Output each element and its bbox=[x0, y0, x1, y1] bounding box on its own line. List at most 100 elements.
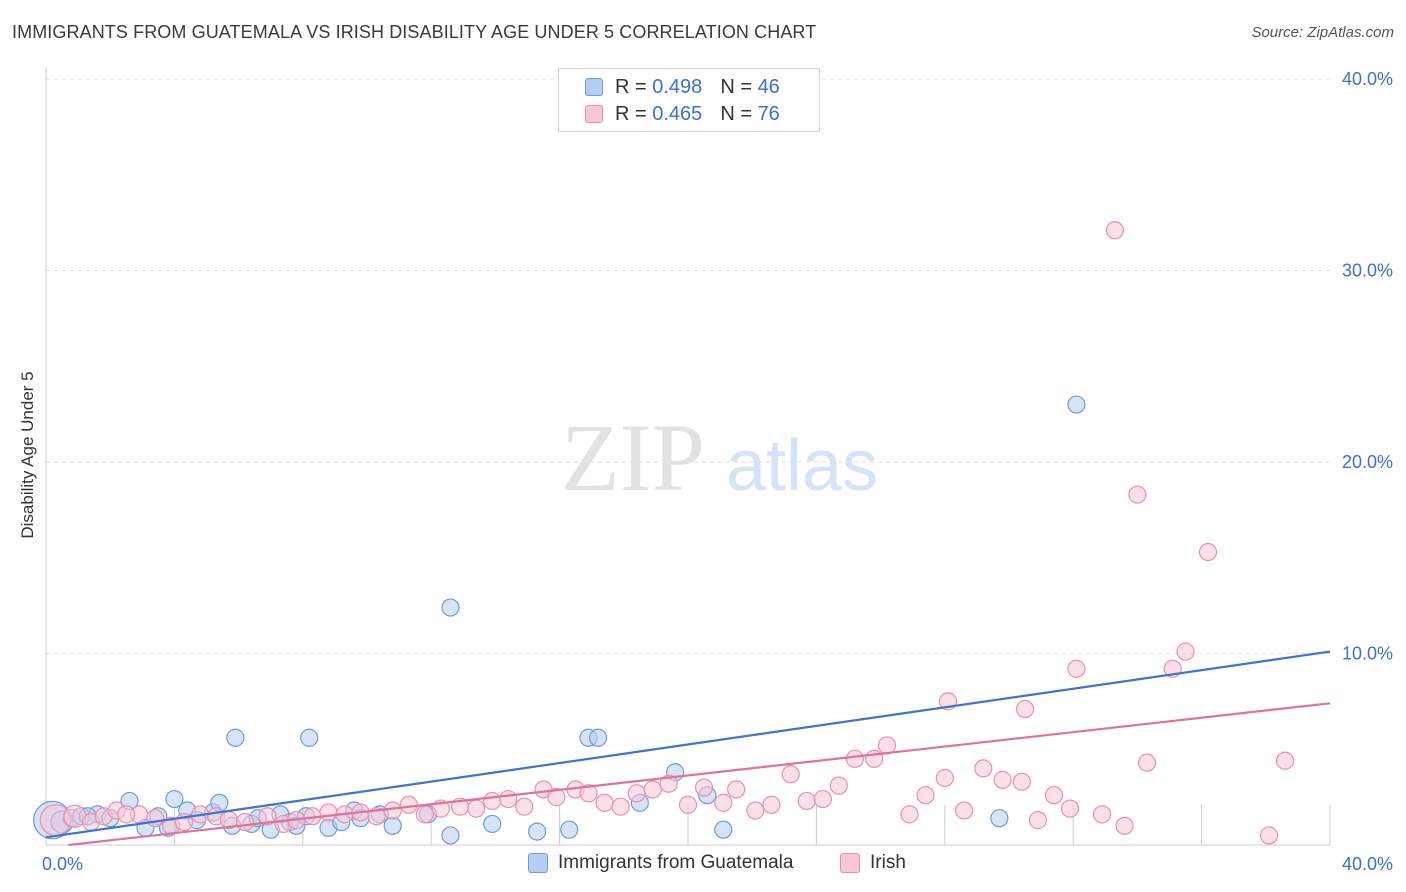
watermark: ZIP atlas bbox=[561, 404, 878, 511]
data-point-pink bbox=[415, 805, 434, 824]
legend-row-guatemala: R = 0.498 N = 46 bbox=[585, 74, 780, 100]
data-point-pink bbox=[579, 784, 598, 803]
data-point-pink bbox=[829, 776, 848, 795]
data-point-blue bbox=[165, 789, 184, 809]
data-point-pink bbox=[762, 795, 781, 814]
data-point-blue bbox=[226, 728, 245, 747]
x-tick-label-min: 0.0% bbox=[42, 854, 83, 874]
data-point-pink bbox=[781, 765, 800, 784]
bottom-legend-swatch-pink bbox=[840, 853, 860, 873]
data-point-pink bbox=[146, 809, 165, 828]
data-point-blue bbox=[441, 598, 460, 617]
legend-swatch-pink bbox=[585, 105, 603, 123]
data-point-pink bbox=[727, 780, 746, 799]
watermark-zip: ZIP bbox=[561, 404, 705, 511]
data-point-pink bbox=[483, 791, 502, 811]
data-point-pink bbox=[1015, 699, 1035, 719]
data-point-pink bbox=[954, 801, 974, 820]
bottom-legend-swatch-blue bbox=[528, 853, 548, 873]
x-tick-label-max: 40.0% bbox=[1342, 854, 1393, 874]
legend-r-value: 0.465 bbox=[652, 102, 703, 125]
data-point-pink bbox=[1176, 642, 1195, 661]
data-point-pink bbox=[1115, 816, 1134, 835]
tick-layer: 10.0% 20.0% 30.0% 40.0% 0.0% 40.0% bbox=[42, 69, 1393, 874]
data-point-pink bbox=[714, 793, 733, 812]
legend-r-label: R = bbox=[615, 75, 647, 98]
source-label: Source: ZipAtlas.com bbox=[1251, 24, 1394, 41]
data-point-blue bbox=[483, 814, 502, 834]
trend-line-pink bbox=[68, 702, 1331, 847]
data-point-blue bbox=[528, 822, 547, 841]
data-point-blue bbox=[589, 728, 608, 747]
bottom-legend-guatemala: Immigrants from Guatemala bbox=[528, 852, 793, 874]
legend: R = 0.498 N = 46 R = 0.465 N = 76 bbox=[558, 68, 820, 132]
data-point-pink bbox=[1092, 805, 1112, 824]
y-tick-label: 10.0% bbox=[1342, 644, 1393, 664]
data-point-pink bbox=[611, 797, 630, 816]
legend-r-value: 0.498 bbox=[652, 75, 703, 98]
data-point-pink bbox=[1060, 799, 1080, 818]
data-point-pink bbox=[117, 805, 136, 824]
data-point-pink bbox=[1275, 751, 1295, 770]
y-tick-label: 30.0% bbox=[1342, 261, 1393, 281]
data-point-pink bbox=[900, 805, 919, 824]
y-tick-label: 20.0% bbox=[1342, 452, 1393, 472]
data-point-pink bbox=[916, 786, 935, 805]
data-point-blue bbox=[300, 728, 319, 747]
bottom-legend-label-irish: Irish bbox=[870, 852, 906, 873]
legend-row-irish: R = 0.465 N = 76 bbox=[585, 101, 780, 127]
chart-title: IMMIGRANTS FROM GUATEMALA VS IRISH DISAB… bbox=[12, 22, 817, 42]
bottom-legend-irish: Irish bbox=[840, 852, 906, 874]
data-point-pink bbox=[627, 784, 646, 803]
data-point-pink bbox=[746, 801, 765, 820]
data-point-pink bbox=[235, 812, 255, 832]
data-point-pink bbox=[813, 789, 832, 809]
data-point-blue bbox=[441, 826, 460, 845]
legend-n-value: 46 bbox=[757, 75, 780, 98]
data-point-blue bbox=[990, 809, 1009, 828]
data-point-pink bbox=[1137, 753, 1157, 772]
data-point-pink bbox=[499, 789, 518, 809]
data-point-pink bbox=[467, 799, 486, 818]
data-point-pink bbox=[319, 803, 338, 822]
trend-layer bbox=[45, 650, 1331, 847]
data-point-pink bbox=[515, 797, 534, 816]
data-point-blue bbox=[560, 820, 579, 839]
data-point-pink bbox=[1028, 811, 1047, 830]
data-point-pink bbox=[659, 774, 678, 793]
data-point-pink bbox=[1198, 542, 1218, 562]
legend-swatch-blue bbox=[585, 78, 603, 96]
data-point-pink bbox=[595, 793, 614, 812]
data-point-pink bbox=[1012, 772, 1031, 791]
data-point-pink bbox=[383, 801, 402, 820]
trend-line-blue bbox=[45, 650, 1331, 839]
data-point-pink bbox=[1259, 826, 1279, 845]
data-point-pink bbox=[678, 795, 698, 814]
data-point-pink bbox=[694, 778, 714, 797]
data-point-pink bbox=[993, 770, 1012, 789]
bottom-legend-label-guatemala: Immigrants from Guatemala bbox=[558, 852, 794, 873]
watermark-atlas: atlas bbox=[726, 426, 878, 506]
data-point-blue bbox=[714, 820, 733, 839]
legend-n-value: 76 bbox=[757, 102, 780, 125]
legend-n-label: N = bbox=[720, 102, 752, 125]
data-point-pink bbox=[1067, 659, 1086, 678]
data-point-blue bbox=[1067, 395, 1086, 414]
data-point-blue bbox=[383, 816, 402, 835]
y-tick-label: 40.0% bbox=[1342, 69, 1393, 89]
data-point-pink bbox=[367, 807, 386, 826]
legend-n-label: N = bbox=[720, 75, 752, 98]
data-point-pink bbox=[1105, 221, 1125, 240]
data-point-pink bbox=[1044, 786, 1064, 805]
data-point-pink bbox=[399, 795, 418, 814]
data-point-pink bbox=[1128, 485, 1147, 504]
data-point-pink bbox=[974, 759, 993, 778]
data-point-pink bbox=[643, 780, 662, 799]
points-layer bbox=[33, 221, 1295, 845]
data-point-pink bbox=[935, 768, 954, 788]
data-point-pink bbox=[797, 791, 816, 811]
data-point-pink bbox=[547, 788, 566, 807]
legend-r-label: R = bbox=[615, 102, 647, 125]
data-point-pink bbox=[258, 807, 277, 826]
